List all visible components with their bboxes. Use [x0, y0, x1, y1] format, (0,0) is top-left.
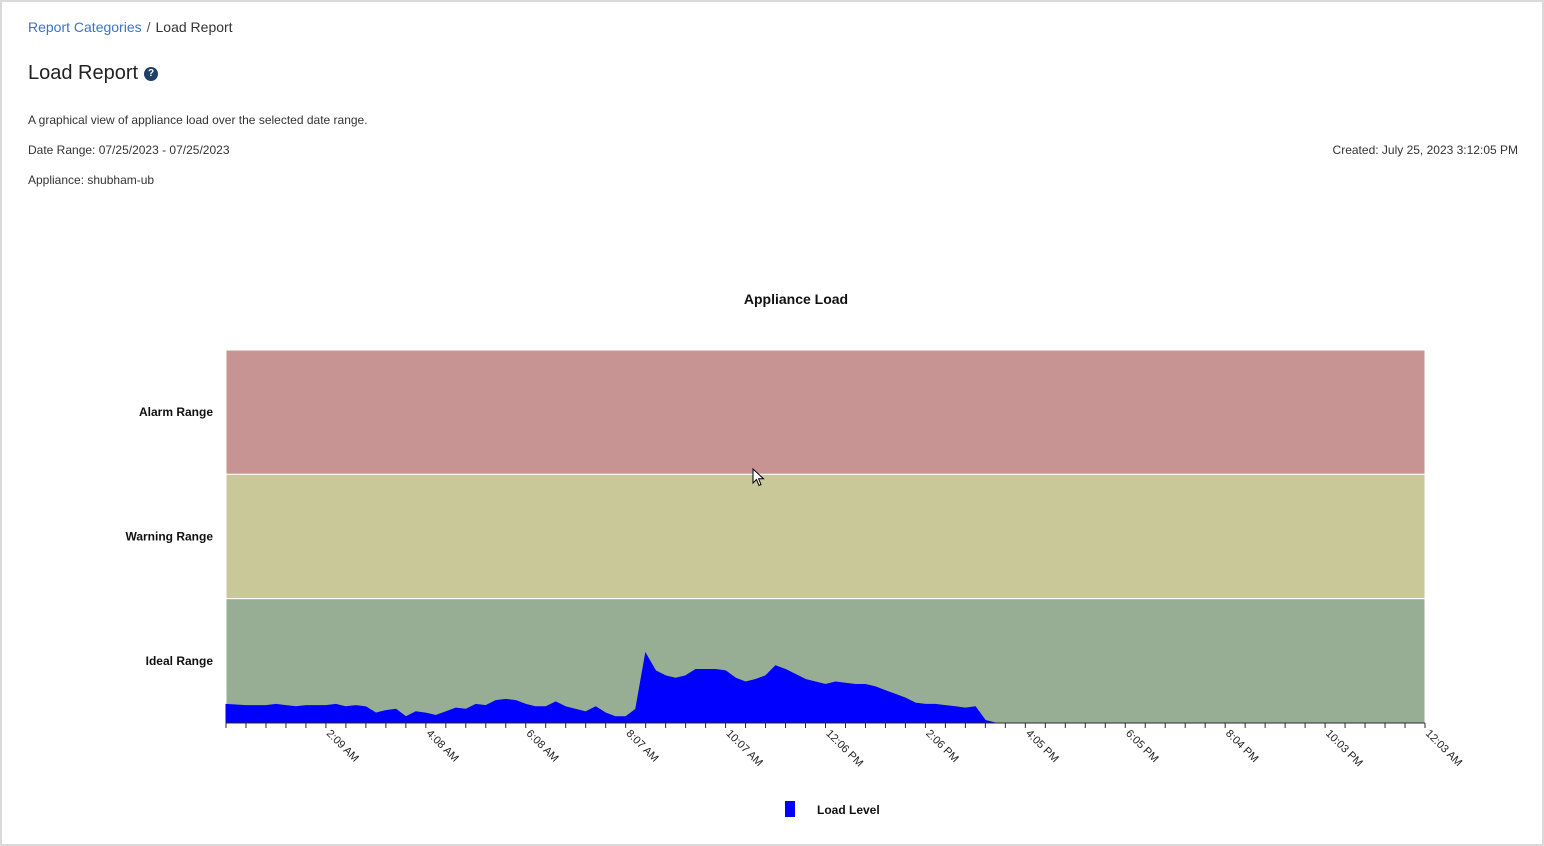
band-label: Ideal Range — [146, 654, 214, 668]
legend-swatch-load-level[interactable] — [785, 801, 795, 817]
page-title-text: Load Report — [28, 62, 139, 84]
mouse-pointer-icon — [752, 468, 765, 487]
x-tick-label: 2:09 AM — [324, 728, 361, 765]
x-tick-label: 8:07 AM — [624, 728, 661, 765]
date-range: Date Range: 07/25/2023 - 07/25/2023 — [28, 143, 230, 157]
x-tick-label: 12:06 PM — [823, 728, 865, 770]
breadcrumb: Report Categories / Load Report — [28, 19, 233, 35]
band-label: Alarm Range — [139, 405, 213, 419]
band-alarm-range — [225, 349, 1426, 475]
x-tick-label: 10:03 PM — [1323, 728, 1365, 770]
x-tick-label: 10:07 AM — [723, 728, 764, 769]
report-description: A graphical view of appliance load over … — [28, 113, 368, 127]
legend-label-load-level[interactable]: Load Level — [817, 803, 880, 817]
x-tick-label: 2:06 PM — [923, 728, 960, 765]
band-warning-range — [225, 473, 1426, 600]
band-label: Warning Range — [125, 530, 213, 544]
created-timestamp: Created: July 25, 2023 3:12:05 PM — [1332, 143, 1518, 157]
appliance-name: Appliance: shubham-ub — [28, 173, 155, 187]
x-tick-label: 4:05 PM — [1023, 728, 1060, 765]
chart-legend: Load Level — [785, 801, 880, 817]
x-axis: 2:09 AM 4:08 AM 6:08 AM 8:07 AM 10:07 AM 12:0… — [225, 722, 1464, 770]
breadcrumb-report-categories-link[interactable]: Report Categories — [28, 19, 142, 35]
chart-title: Appliance Load — [744, 291, 848, 307]
x-tick-label: 12:03 AM — [1423, 728, 1464, 769]
breadcrumb-separator: / — [146, 19, 151, 35]
x-tick-label: 4:08 AM — [424, 728, 461, 765]
breadcrumb-current: Load Report — [155, 19, 233, 35]
x-tick-label: 8:04 PM — [1223, 728, 1260, 765]
page-title: Load Report ? — [28, 62, 159, 85]
x-tick-label: 6:05 PM — [1123, 728, 1160, 765]
x-tick-label: 6:08 AM — [524, 728, 561, 765]
help-icon[interactable]: ? — [144, 66, 159, 81]
